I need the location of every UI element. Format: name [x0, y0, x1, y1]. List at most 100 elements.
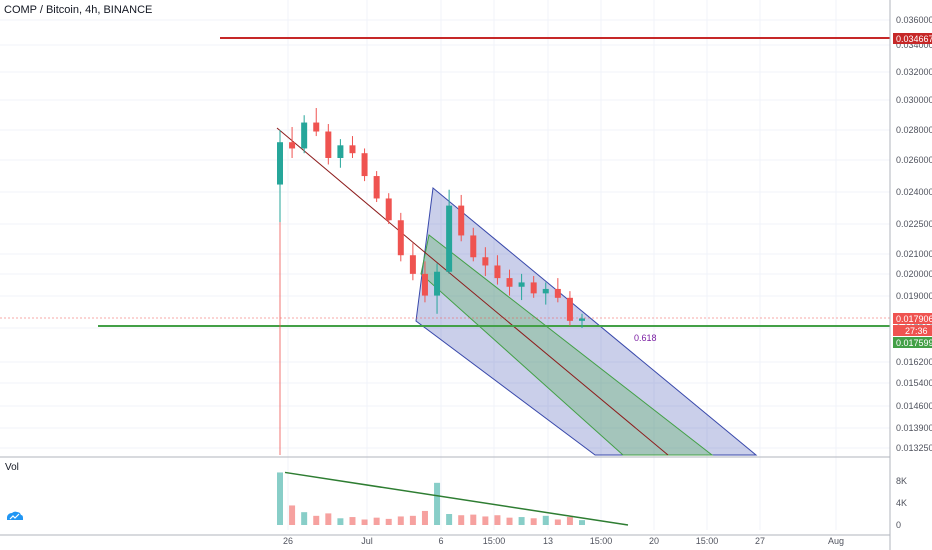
svg-text:0.017906: 0.017906 — [896, 314, 932, 324]
price-tick-label: 0.024000 — [896, 187, 932, 197]
resistance-price-tag: 0.034667 — [893, 33, 932, 44]
time-tick-label: Aug — [828, 536, 844, 546]
grid-layer — [0, 0, 890, 530]
candle-body[interactable] — [337, 145, 344, 158]
candle-body[interactable] — [301, 122, 308, 149]
candle-body[interactable] — [494, 265, 501, 279]
volume-bar[interactable] — [421, 510, 428, 525]
price-tick-label: 0.021000 — [896, 249, 932, 259]
volume-tick-label: 0 — [896, 520, 901, 530]
volume-bar[interactable] — [506, 517, 513, 525]
price-tick-label: 0.030000 — [896, 95, 932, 105]
volume-bar[interactable] — [579, 520, 585, 525]
candle-body[interactable] — [579, 318, 585, 321]
price-tick-label: 0.015400 — [896, 378, 932, 388]
price-tick-label: 0.019000 — [896, 291, 932, 301]
regression-median-line — [427, 254, 669, 456]
volume-bar[interactable] — [361, 519, 368, 526]
price-tick-label: 0.034000 — [896, 40, 932, 50]
candle-body[interactable] — [289, 142, 296, 149]
countdown-tag: 27:36 — [893, 325, 932, 336]
volume-bar[interactable] — [458, 515, 465, 525]
volume-bar[interactable] — [446, 514, 453, 525]
price-tick-label: 0.020000 — [896, 269, 932, 279]
volume-bar[interactable] — [397, 516, 404, 525]
volume-bar[interactable] — [409, 515, 416, 525]
volume-bar[interactable] — [542, 515, 549, 525]
volume-bar[interactable] — [554, 519, 561, 526]
svg-text:27:36: 27:36 — [905, 326, 928, 336]
candle-body[interactable] — [277, 142, 283, 185]
candle-body[interactable] — [421, 273, 428, 296]
candle-body[interactable] — [385, 198, 392, 221]
tradingview-logo-icon[interactable] — [7, 511, 23, 520]
candle-body[interactable] — [349, 145, 356, 154]
time-tick-label: 13 — [543, 536, 553, 546]
volume-bar[interactable] — [494, 515, 501, 525]
volume-bar[interactable] — [566, 517, 573, 525]
price-tick-label: 0.026000 — [896, 155, 932, 165]
candle-layer[interactable] — [277, 108, 585, 328]
candle-body[interactable] — [409, 255, 416, 274]
svg-text:0.034667: 0.034667 — [896, 34, 932, 44]
volume-label: Vol — [5, 462, 19, 473]
volume-bar[interactable] — [313, 515, 320, 525]
candle-body[interactable] — [434, 271, 441, 296]
candle-body[interactable] — [554, 288, 561, 298]
volume-tick-label: 8K — [896, 476, 907, 486]
candle-body[interactable] — [361, 153, 368, 177]
time-tick-label: 15:00 — [483, 536, 506, 546]
volume-bar[interactable] — [530, 518, 537, 525]
volume-bar[interactable] — [337, 518, 344, 525]
candle-body[interactable] — [542, 288, 549, 294]
time-tick-label: 26 — [283, 536, 293, 546]
volume-bar[interactable] — [434, 482, 441, 525]
candle-body[interactable] — [373, 176, 380, 199]
time-tick-label: 15:00 — [696, 536, 719, 546]
volume-trendline — [284, 471, 629, 526]
time-tick-label: 15:00 — [590, 536, 613, 546]
volume-tick-label: 4K — [896, 498, 907, 508]
time-tick-label: Jul — [361, 536, 373, 546]
regression-channel-outer — [415, 187, 758, 456]
price-tick-label: 0.013900 — [896, 423, 932, 433]
candle-body[interactable] — [530, 282, 537, 294]
volume-bar[interactable] — [470, 514, 477, 525]
time-tick-label: 20 — [649, 536, 659, 546]
chart-title: COMP / Bitcoin, 4h, BINANCE — [4, 4, 152, 16]
regression-channel-inner — [420, 234, 714, 456]
candle-body[interactable] — [325, 131, 332, 158]
price-tick-label: 0.022500 — [896, 219, 932, 229]
volume-bar[interactable] — [277, 472, 283, 525]
candle-body[interactable] — [482, 257, 489, 266]
price-tick-label: 0.028000 — [896, 125, 932, 135]
current-price-tag: 0.017906 — [893, 313, 932, 324]
candle-body[interactable] — [458, 205, 465, 236]
candle-body[interactable] — [506, 278, 513, 287]
volume-bar[interactable] — [289, 505, 296, 525]
candle-body[interactable] — [313, 122, 320, 132]
volume-bar[interactable] — [482, 516, 489, 525]
candle-body[interactable] — [397, 220, 404, 256]
channel-layer — [415, 187, 758, 456]
candle-body[interactable] — [470, 235, 477, 258]
volume-bar[interactable] — [349, 517, 356, 525]
candle-body[interactable] — [518, 282, 525, 287]
volume-bar[interactable] — [385, 518, 392, 525]
volume-bar[interactable] — [301, 512, 308, 525]
price-tick-label: 0.032000 — [896, 67, 932, 77]
volume-bar[interactable] — [325, 513, 332, 525]
volume-bar[interactable] — [373, 517, 380, 525]
candle-body[interactable] — [446, 205, 453, 272]
price-tick-label: 0.013250 — [896, 443, 932, 453]
volume-bar[interactable] — [518, 517, 525, 525]
volume-layer[interactable] — [277, 471, 629, 526]
support-price-tag: 0.017599 — [893, 337, 932, 348]
line-layer — [0, 37, 890, 455]
price-tick-label: 0.016200 — [896, 357, 932, 367]
fib-level-label: 0.618 — [634, 333, 657, 343]
candle-body[interactable] — [566, 297, 573, 321]
